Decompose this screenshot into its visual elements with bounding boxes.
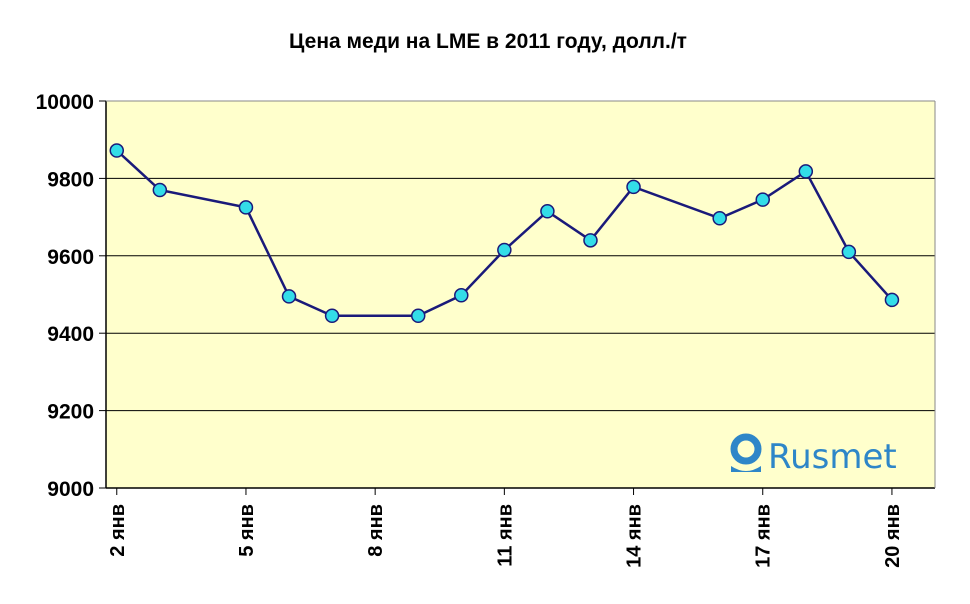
y-tick-label: 9400 [47, 323, 94, 346]
y-tick-label: 9800 [47, 168, 94, 191]
series-price [109, 143, 900, 324]
data-point [324, 308, 340, 324]
x-axis-ticks: 2 янв 5 янв 8 янв 11 янв 14 янв 17 янв 20 янв [107, 488, 904, 568]
data-point [841, 244, 857, 260]
data-point [583, 233, 598, 248]
y-axis-ticks: 9000 9200 9400 9600 9800 10000 [36, 91, 106, 501]
data-point [540, 204, 555, 219]
chart-title: Цена меди на LME в 2011 году, долл./т [289, 30, 687, 53]
data-point [238, 200, 254, 215]
x-tick-label: 20 янв [882, 504, 904, 568]
plot-area [106, 101, 935, 488]
data-point [281, 289, 297, 304]
data-point [454, 288, 469, 303]
data-point [109, 143, 125, 158]
data-point [755, 192, 770, 207]
data-point [410, 308, 426, 324]
data-point [884, 292, 900, 308]
y-tick-label: 10000 [36, 91, 94, 114]
axes [105, 100, 936, 489]
series-line [115, 149, 893, 318]
rusmet-logo: Rusmet [730, 433, 897, 477]
x-tick-label: 5 янв [236, 504, 258, 557]
rusmet-logo-text: Rusmet [768, 437, 897, 477]
x-tick-label: 17 янв [753, 504, 775, 568]
data-point [712, 211, 727, 226]
x-tick-label: 11 янв [494, 504, 516, 567]
data-point [497, 242, 512, 258]
x-tick-label: 2 янв [107, 504, 129, 557]
y-tick-label: 9600 [47, 246, 94, 269]
rusmet-logo-icon [730, 433, 762, 472]
data-point [798, 164, 814, 179]
data-point [626, 179, 641, 195]
x-tick-label: 8 янв [365, 504, 387, 557]
y-tick-label: 9000 [47, 478, 94, 501]
data-point [152, 182, 168, 198]
y-tick-label: 9200 [47, 401, 94, 424]
x-tick-label: 14 янв [624, 504, 646, 568]
